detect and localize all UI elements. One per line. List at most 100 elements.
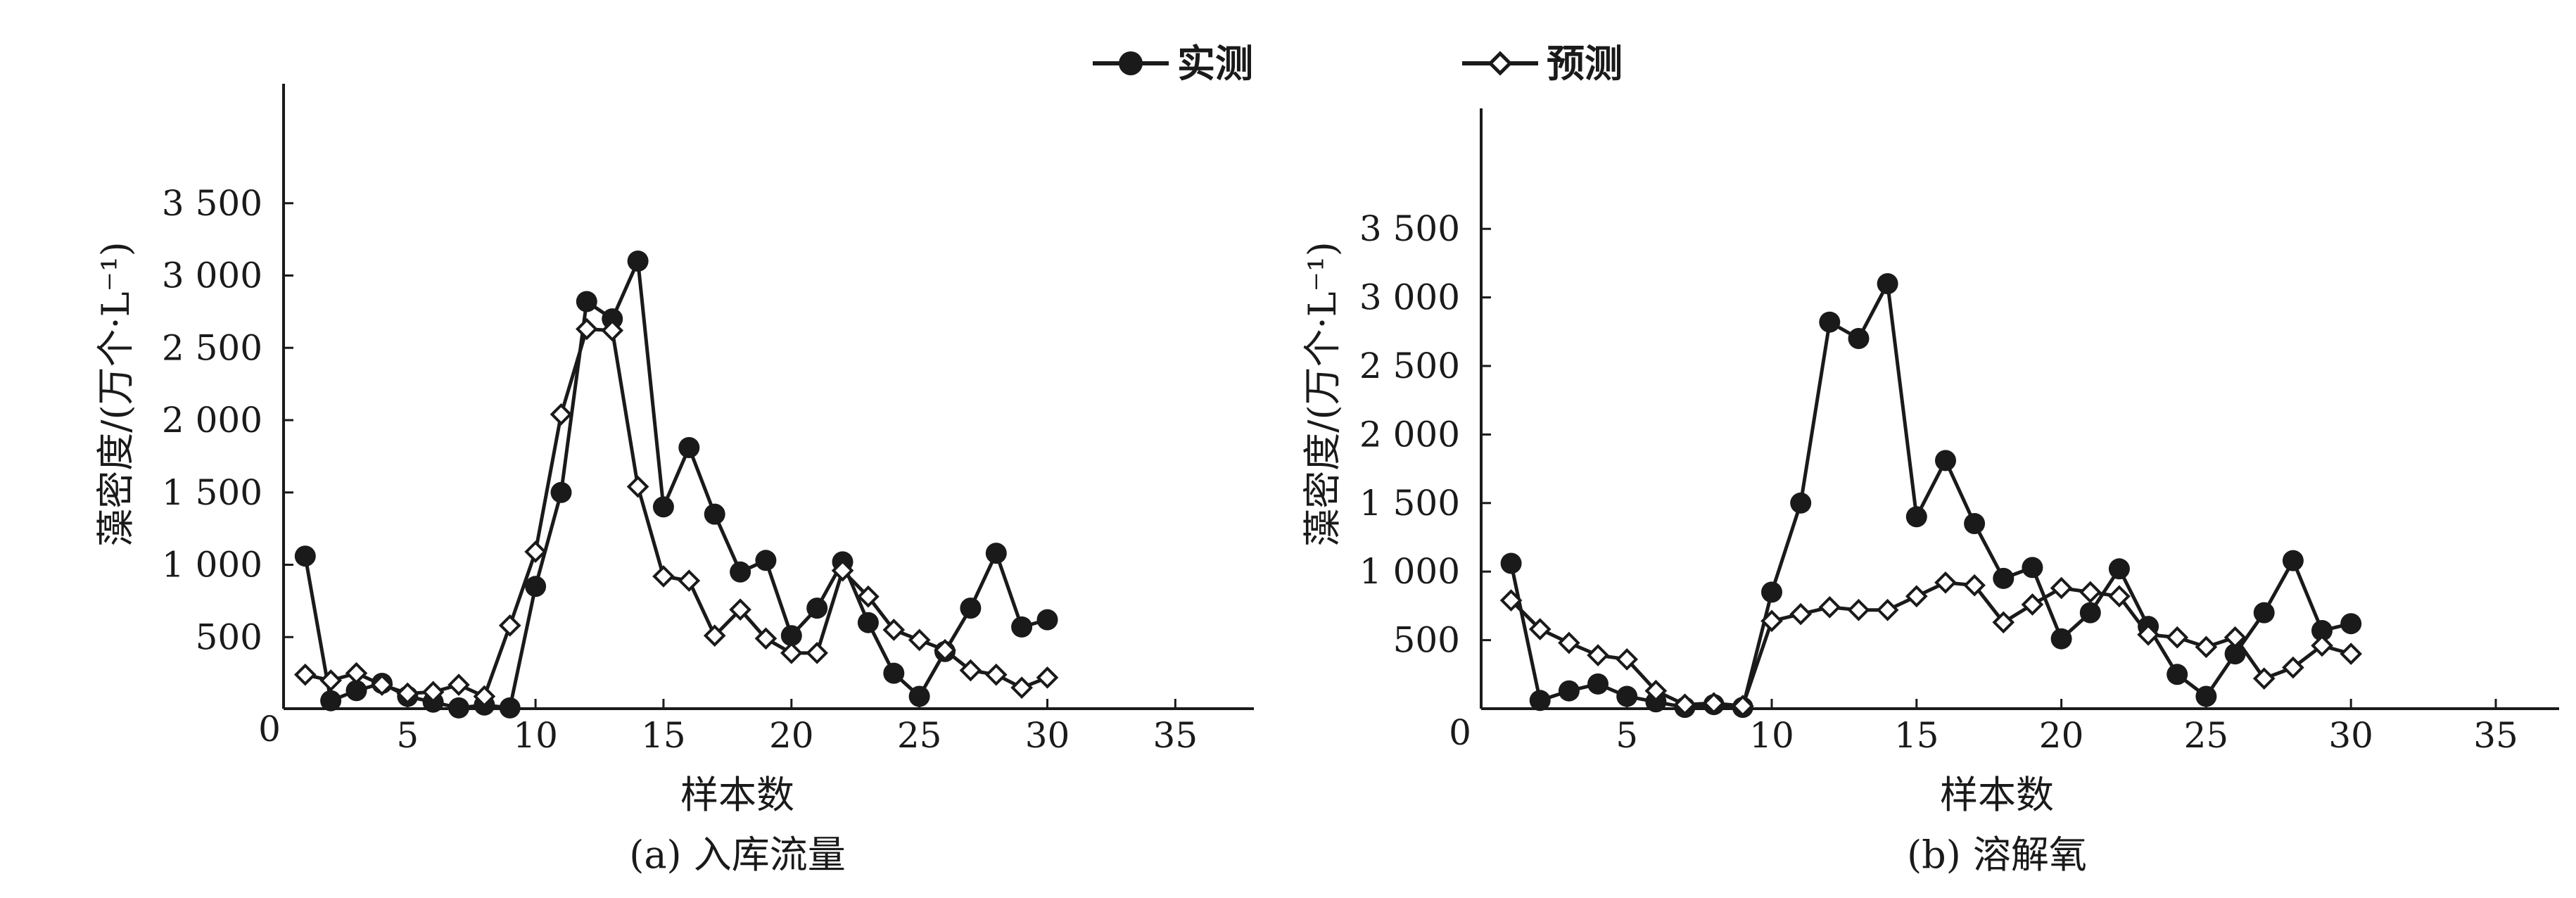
x-tick-label: 30: [1025, 715, 1070, 756]
data-point-measured: [1993, 567, 2015, 589]
data-point-predicted: [2021, 593, 2044, 616]
data-point-predicted: [2108, 585, 2131, 608]
data-point-measured: [448, 697, 469, 719]
y-axis-title: 藻密度/(万个·L⁻¹): [1300, 241, 1345, 547]
data-point-predicted: [626, 475, 649, 498]
x-tick-label: 35: [2473, 715, 2518, 756]
series-line-predicted: [305, 327, 1048, 698]
data-point-measured: [1529, 690, 1551, 712]
data-point-measured: [883, 662, 905, 684]
x-tick-label: 20: [769, 715, 814, 756]
y-tick-label: 500: [1393, 620, 1460, 661]
x-tick-label: 5: [396, 715, 419, 756]
x-axis-title: 样本数: [1940, 773, 2054, 817]
data-point-predicted: [371, 674, 393, 696]
data-point-predicted: [1558, 631, 1580, 654]
data-point-predicted: [345, 662, 368, 685]
data-point-predicted: [524, 540, 547, 563]
data-point-measured: [985, 543, 1007, 564]
data-point-predicted: [2282, 656, 2304, 679]
data-point-measured: [780, 625, 802, 647]
legend-predicted-marker: [1487, 51, 1513, 76]
data-point-measured: [857, 612, 879, 633]
data-point-predicted: [1702, 692, 1725, 715]
data-point-predicted: [984, 663, 1008, 686]
y-tick-label: 1 500: [162, 472, 262, 513]
data-point-predicted: [754, 627, 778, 650]
data-point-predicted: [1528, 618, 1552, 640]
data-point-predicted: [1010, 676, 1033, 700]
data-point-predicted: [2223, 626, 2247, 649]
data-point-measured: [2195, 685, 2217, 707]
data-point-predicted: [1963, 574, 1986, 597]
legend: 实测 预测: [1093, 41, 1623, 86]
data-point-predicted: [780, 642, 803, 664]
data-point-predicted: [908, 628, 931, 652]
x-tick-label: 15: [641, 715, 686, 756]
x-axis-title: 样本数: [680, 773, 794, 817]
x-tick-label: 20: [2039, 715, 2084, 756]
y-axis-title: 藻密度/(万个·L⁻¹): [94, 241, 138, 547]
legend-measured-marker: [1119, 51, 1143, 75]
series-group: [1499, 273, 2363, 719]
x-tick-label: 5: [1616, 715, 1638, 756]
data-point-predicted: [1876, 598, 1899, 621]
data-point-measured: [2340, 613, 2362, 635]
data-point-measured: [704, 503, 725, 525]
data-point-measured: [550, 481, 572, 503]
y-tick-label: 2 000: [162, 400, 262, 441]
data-point-measured: [2079, 602, 2101, 624]
data-point-measured: [678, 437, 700, 458]
origin-label: 0: [258, 709, 281, 750]
data-point-predicted: [293, 663, 317, 686]
data-point-measured: [345, 680, 367, 702]
y-tick-label: 2 000: [1359, 414, 1460, 455]
x-tick-label: 25: [897, 715, 942, 756]
x-tick-label: 30: [2328, 715, 2373, 756]
data-point-measured: [2108, 558, 2130, 580]
data-point-measured: [2224, 643, 2246, 665]
data-point-measured: [1558, 680, 1580, 702]
data-point-measured: [806, 597, 828, 619]
data-point-measured: [1790, 492, 1812, 514]
series-line-predicted: [1509, 581, 2352, 708]
data-point-predicted: [1818, 596, 1841, 619]
legend-predicted-label: 预测: [1547, 41, 1623, 86]
data-point-predicted: [1847, 598, 1870, 621]
data-point-measured: [602, 308, 623, 330]
chart-panel-b: 5 10 15 20 25 30 35 500 1 000 1 500 2 000 2 500 3 00…: [1300, 108, 2559, 877]
data-point-measured: [1011, 616, 1033, 638]
y-tick-label: 3 500: [1359, 208, 1460, 249]
data-point-measured: [2166, 664, 2188, 685]
data-point-predicted: [1992, 611, 2015, 634]
data-point-predicted: [806, 642, 828, 664]
data-point-measured: [525, 576, 547, 597]
data-point-predicted: [473, 685, 496, 708]
data-point-measured: [2282, 550, 2304, 571]
tick-group: 5 10 15 20 25 30 35 500 1 000 1 500 2 000 2 500 3 00…: [1359, 208, 2518, 756]
y-tick-label: 1 500: [1359, 483, 1460, 524]
data-point-measured: [1500, 552, 1522, 574]
data-point-predicted: [1760, 609, 1783, 633]
data-point-predicted: [882, 619, 906, 641]
data-point-measured: [1964, 513, 1986, 534]
data-point-measured: [576, 291, 597, 312]
y-tick-label: 1 000: [1359, 551, 1460, 592]
data-point-measured: [1848, 328, 1870, 349]
data-point-measured: [652, 496, 674, 518]
y-tick-label: 3 500: [162, 183, 262, 224]
data-point-predicted: [1644, 679, 1668, 702]
data-point-predicted: [652, 565, 675, 588]
series-line-measured: [303, 259, 1048, 710]
y-tick-label: 3 000: [162, 255, 262, 296]
legend-measured-label: 实测: [1177, 41, 1253, 86]
data-point-predicted: [1587, 644, 1609, 666]
data-point-predicted: [1934, 571, 1957, 594]
data-point-predicted: [1673, 693, 1696, 716]
data-point-predicted: [2252, 667, 2276, 690]
data-point-measured: [1905, 506, 1927, 528]
data-point-predicted: [2311, 634, 2333, 657]
y-tick-label: 2 500: [162, 327, 262, 368]
data-point-predicted: [729, 598, 751, 621]
